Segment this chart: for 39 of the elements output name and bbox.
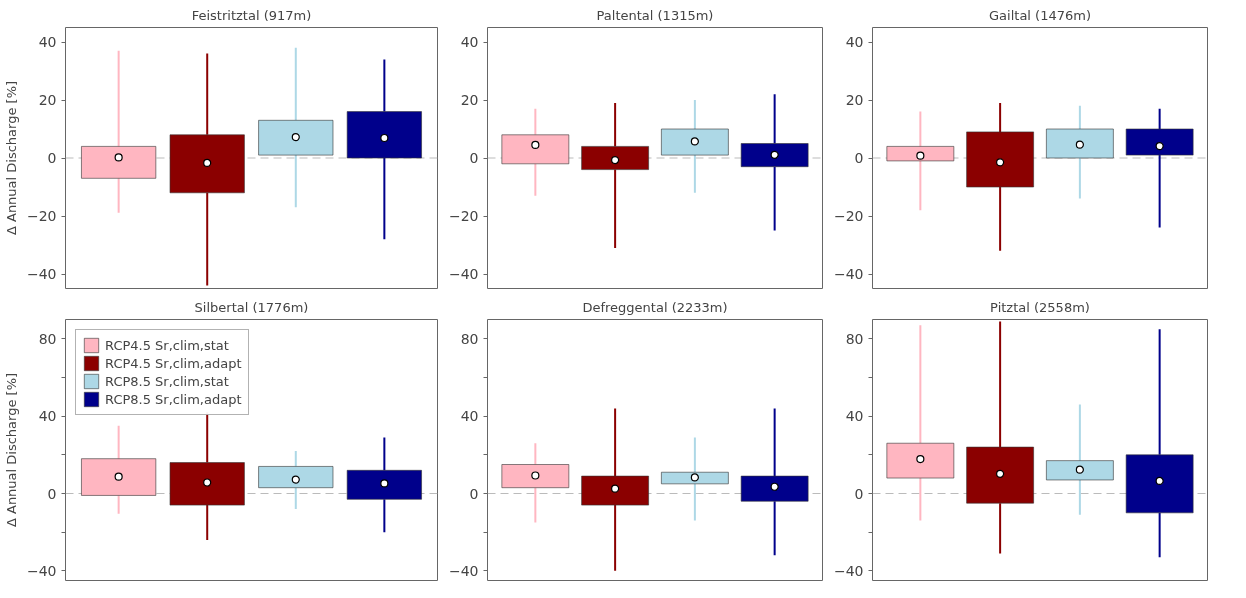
y-tick-label: −20	[448, 208, 479, 224]
chart-title: Feistritztal (917m)	[191, 7, 312, 23]
legend-label: RCP8.5 Sr,clim,adapt	[105, 391, 242, 407]
y-tick-label: −40	[833, 562, 864, 579]
y-tick-label: 20	[38, 92, 57, 108]
y-tick-label: 0	[469, 485, 479, 502]
y-tick-label: 0	[854, 485, 864, 502]
legend-label: RCP8.5 Sr,clim,stat	[105, 373, 229, 389]
y-tick-label: −40	[448, 562, 479, 579]
chart-title: Silbertal (1776m)	[194, 299, 309, 315]
chart-title: Pitztal (2558m)	[990, 299, 1090, 315]
y-tick-label: −20	[833, 208, 864, 224]
y-tick-label: 40	[38, 34, 57, 50]
y-tick-label: 0	[469, 150, 479, 166]
y-tick-label: 0	[47, 150, 57, 166]
legend-label: RCP4.5 Sr,clim,adapt	[105, 355, 242, 371]
chart-title: Paltental (1315m)	[596, 7, 714, 23]
chart-title: Defreggental (2233m)	[582, 299, 728, 315]
y-tick-label: 20	[460, 92, 479, 108]
y-tick-label: −40	[26, 562, 57, 579]
y-axis-title: Δ Annual Discharge [%]	[3, 372, 19, 528]
y-tick-label: 40	[460, 34, 479, 50]
y-tick-label: 40	[845, 34, 864, 50]
y-tick-label: 40	[845, 408, 864, 425]
y-tick-label: 80	[845, 330, 864, 347]
y-tick-label: −40	[26, 266, 57, 282]
y-tick-label: 0	[854, 150, 864, 166]
y-tick-label: 40	[460, 408, 479, 425]
y-tick-label: 80	[38, 330, 57, 347]
y-tick-label: −40	[448, 266, 479, 282]
legend-label: RCP4.5 Sr,clim,stat	[105, 337, 229, 353]
y-tick-label: −40	[833, 266, 864, 282]
y-axis-title: Δ Annual Discharge [%]	[3, 80, 19, 236]
y-tick-label: 80	[460, 330, 479, 347]
y-tick-label: −20	[26, 208, 57, 224]
y-tick-label: 0	[47, 485, 57, 502]
y-tick-label: 20	[845, 92, 864, 108]
y-tick-label: 40	[38, 408, 57, 425]
chart-title: Gailtal (1476m)	[989, 7, 1091, 23]
